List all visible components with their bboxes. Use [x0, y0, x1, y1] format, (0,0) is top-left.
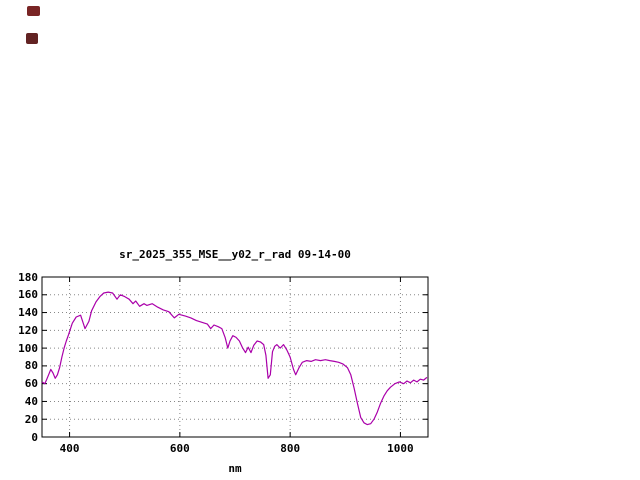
data-series-line — [41, 291, 428, 426]
x-tick-label: 400 — [59, 442, 80, 455]
y-tick-label: 60 — [24, 377, 38, 391]
y-tick-label: 20 — [24, 412, 38, 426]
y-tick-label: 160 — [18, 288, 38, 302]
x-tick-label: 600 — [169, 442, 190, 455]
y-tick-label: 100 — [18, 341, 38, 355]
y-tick-label: 40 — [24, 394, 38, 408]
chart-title: sr_2025_355_MSE__y02_r_rad 09-14-00 — [119, 248, 351, 261]
plot-border — [41, 276, 429, 438]
plot-canvas — [41, 276, 429, 438]
y-tick-label: 0 — [31, 430, 38, 444]
screen-artifact-2 — [26, 33, 38, 44]
screen-artifact-1 — [27, 6, 40, 16]
y-tick-label: 180 — [18, 270, 38, 284]
x-axis-label: nm — [228, 462, 242, 475]
y-tick-label: 140 — [18, 306, 38, 320]
x-tick-label: 1000 — [387, 442, 414, 455]
y-tick-label: 120 — [18, 323, 38, 337]
y-tick-label: 80 — [24, 359, 38, 373]
x-tick-label: 800 — [280, 442, 301, 455]
plot: sr_2025_355_MSE__y02_r_rad 09-14-00 nm 0… — [8, 248, 448, 480]
